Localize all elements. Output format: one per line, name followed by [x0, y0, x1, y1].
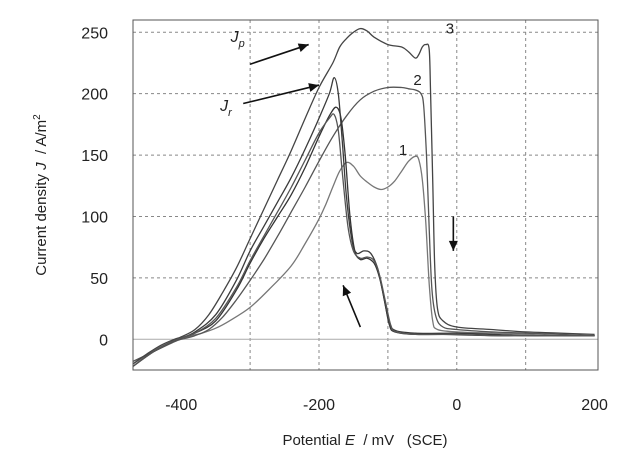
- arrow-down: [448, 216, 458, 251]
- y-tick-label: 200: [81, 87, 108, 104]
- series-line-6: [132, 113, 595, 367]
- y-tick-label: 0: [99, 332, 108, 349]
- label-jp: Jp: [230, 29, 245, 50]
- plot-border: [132, 19, 599, 371]
- series-group: [132, 27, 595, 367]
- series-line-3: [132, 27, 595, 365]
- series-line-5: [132, 77, 595, 367]
- x-tick-label: -200: [303, 397, 335, 414]
- annotation-group: 1 2 3 Jp Jr: [219, 21, 454, 160]
- y-tick-label: 100: [81, 209, 108, 226]
- x-tick-label: 0: [452, 397, 461, 414]
- x-axis-label: Potential E / mV (SCE): [282, 432, 447, 449]
- plot-area: [133, 20, 598, 370]
- label-1: 1: [399, 142, 407, 159]
- arrow-group: [243, 43, 458, 328]
- x-tick-label: -400: [165, 397, 197, 414]
- x-tick-label: 200: [581, 397, 608, 414]
- label-2: 2: [413, 72, 421, 89]
- series-line-2: [132, 86, 595, 362]
- y-tick-label: 250: [81, 25, 108, 42]
- y-tick-label: 50: [90, 271, 108, 288]
- grid: [133, 20, 598, 370]
- y-axis-label: Current density J / A/m2: [32, 114, 50, 276]
- arrow-jp: [249, 43, 309, 65]
- label-3: 3: [446, 21, 454, 38]
- arrow-jr: [243, 83, 320, 105]
- y-tick-label: 150: [81, 148, 108, 165]
- label-jr: Jr: [219, 98, 233, 119]
- arrow-up: [342, 284, 362, 328]
- tick-labels: -400 -200 0 200 0 50 100 150 200 250: [81, 25, 608, 414]
